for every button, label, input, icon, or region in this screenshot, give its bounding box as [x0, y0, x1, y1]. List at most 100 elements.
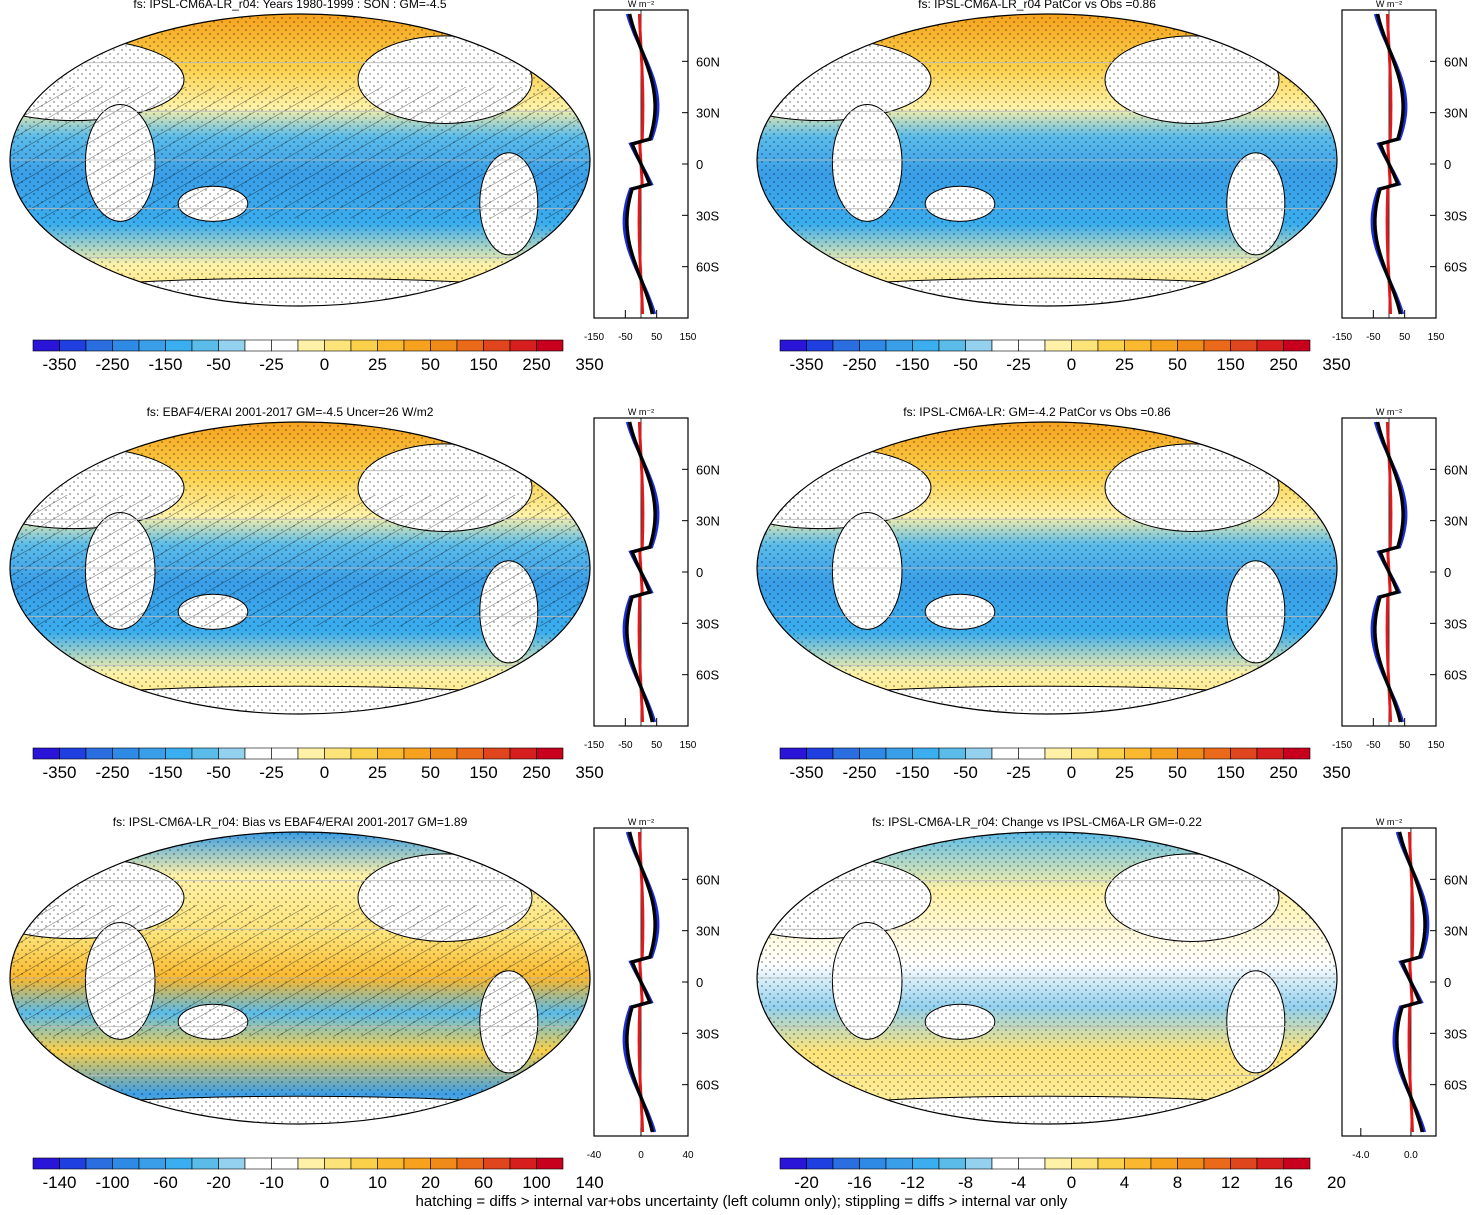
- profile-unit: W m⁻²: [628, 817, 654, 827]
- colorbar-swatch: [965, 1157, 993, 1170]
- colorbar-swatch: [165, 747, 193, 760]
- colorbar-label: 0: [320, 355, 329, 374]
- profile-line-model: [1395, 831, 1427, 1133]
- panel-3: fs: EBAF4/ERAI 2001-2017 GM=-4.5 Uncer=2…: [9, 405, 720, 782]
- profile-ytick-label: 60N: [1444, 462, 1468, 477]
- profile-ytick-label: 60S: [1444, 668, 1467, 683]
- map-field: [757, 422, 1337, 714]
- profile-ytick-label: 60S: [1444, 260, 1467, 275]
- profile-unit: W m⁻²: [1376, 817, 1402, 827]
- profile-ytick-label: 30S: [1444, 1026, 1467, 1041]
- profile-xtick-label: 0: [638, 1150, 644, 1161]
- panel-title: fs: IPSL-CM6A-LR_r04: Change vs IPSL-CM6…: [872, 815, 1202, 829]
- colorbar-label: 50: [421, 355, 440, 374]
- profile-ytick-label: 60S: [696, 1078, 719, 1093]
- colorbar-label: -50: [953, 763, 978, 782]
- profile-ytick-label: 30N: [1444, 106, 1468, 121]
- colorbar-label: 16: [1274, 1173, 1293, 1190]
- colorbar-swatch: [112, 747, 140, 760]
- colorbar-swatch: [1283, 1157, 1311, 1170]
- colorbar-swatch: [1230, 339, 1258, 352]
- colorbar-swatch: [191, 747, 219, 760]
- colorbar-label: 0: [320, 1173, 329, 1190]
- colorbar-label: 150: [1216, 763, 1244, 782]
- colorbar-swatch: [1097, 747, 1125, 760]
- colorbar-swatch: [112, 339, 140, 352]
- colorbar-swatch: [1256, 747, 1284, 760]
- colorbar-swatch: [85, 339, 113, 352]
- panel-6: fs: IPSL-CM6A-LR_r04: Change vs IPSL-CM6…: [756, 815, 1468, 1192]
- map-outline: [756, 421, 1338, 715]
- profile-frame: [1341, 827, 1437, 1137]
- profile-ytick-label: 30N: [1444, 924, 1468, 939]
- profile-ytick-label: 60S: [696, 260, 719, 275]
- colorbar-label: -25: [259, 763, 284, 782]
- colorbar-swatch: [350, 747, 378, 760]
- profile-ytick-label: 30S: [1444, 616, 1467, 631]
- panel-title: fs: EBAF4/ERAI 2001-2017 GM=-4.5 Uncer=2…: [147, 405, 434, 419]
- colorbar-label: 25: [368, 355, 387, 374]
- colorbar-swatch: [456, 339, 484, 352]
- colorbar-label: 250: [1269, 355, 1297, 374]
- profile-xtick-label: -150: [1332, 332, 1352, 343]
- colorbar-swatch: [59, 1157, 87, 1170]
- colorbar-swatch: [1044, 339, 1072, 352]
- colorbar-label: 350: [575, 355, 603, 374]
- colorbar-swatch: [377, 339, 405, 352]
- profile-ytick-label: 0: [696, 975, 703, 990]
- colorbar-swatch: [350, 1157, 378, 1170]
- colorbar-swatch: [832, 747, 860, 760]
- colorbar-label: 0: [1067, 763, 1076, 782]
- colorbar-label: 100: [522, 1173, 550, 1190]
- colorbar-swatch: [509, 1157, 537, 1170]
- figure-footnote: hatching = diffs > internal var+obs unce…: [415, 1193, 1068, 1210]
- colorbar-swatch: [112, 1157, 140, 1170]
- colorbar-swatch: [1177, 1157, 1205, 1170]
- profile-xtick-label: 50: [1399, 740, 1411, 751]
- colorbar-swatch: [244, 339, 272, 352]
- panel-title: fs: IPSL-CM6A-LR_r04 PatCor vs Obs =0.86: [918, 0, 1156, 11]
- profile-line-model: [625, 831, 657, 1133]
- colorbar-swatch: [779, 1157, 807, 1170]
- profile-ytick-label: 30N: [696, 514, 720, 529]
- profile-ytick-label: 60N: [1444, 54, 1468, 69]
- panel-4: fs: IPSL-CM6A-LR: GM=-4.2 PatCor vs Obs …: [756, 405, 1468, 782]
- profile-xtick-label: -50: [1366, 740, 1381, 751]
- colorbar-swatch: [859, 1157, 887, 1170]
- colorbar-label: 25: [368, 763, 387, 782]
- profile-xtick-label: -150: [584, 332, 604, 343]
- profile-xtick-label: 0.0: [1404, 1150, 1418, 1161]
- profile-ytick-label: 60S: [1444, 1078, 1467, 1093]
- colorbar-label: -250: [842, 355, 876, 374]
- colorbar-label: 0: [320, 763, 329, 782]
- colorbar-swatch: [536, 339, 564, 352]
- map-field: [757, 832, 1337, 1124]
- colorbar-swatch: [32, 339, 60, 352]
- colorbar-swatch: [938, 747, 966, 760]
- colorbar-label: -350: [42, 355, 76, 374]
- colorbar-swatch: [138, 747, 166, 760]
- colorbar-label: -350: [789, 763, 823, 782]
- colorbar-swatch: [938, 1157, 966, 1170]
- profile-xtick-label: 150: [1428, 740, 1445, 751]
- colorbar-label: -50: [206, 763, 231, 782]
- colorbar-swatch: [1150, 339, 1178, 352]
- colorbar-swatch: [1097, 339, 1125, 352]
- colorbar-swatch: [912, 339, 940, 352]
- colorbar-swatch: [779, 339, 807, 352]
- map-outline: [756, 13, 1338, 307]
- profile-xtick-label: 40: [682, 1150, 694, 1161]
- colorbar-label: -12: [900, 1173, 925, 1190]
- colorbar-label: 4: [1120, 1173, 1129, 1190]
- colorbar-swatch: [271, 747, 299, 760]
- colorbar-swatch: [403, 339, 431, 352]
- colorbar-swatch: [324, 339, 352, 352]
- colorbar-label: -350: [42, 763, 76, 782]
- colorbar-swatch: [271, 1157, 299, 1170]
- colorbar-swatch: [191, 1157, 219, 1170]
- colorbar-swatch: [1071, 1157, 1099, 1170]
- colorbar-label: 8: [1173, 1173, 1182, 1190]
- colorbar-label: 150: [1216, 355, 1244, 374]
- profile-line-model: [625, 13, 657, 315]
- map-outline: [756, 831, 1338, 1125]
